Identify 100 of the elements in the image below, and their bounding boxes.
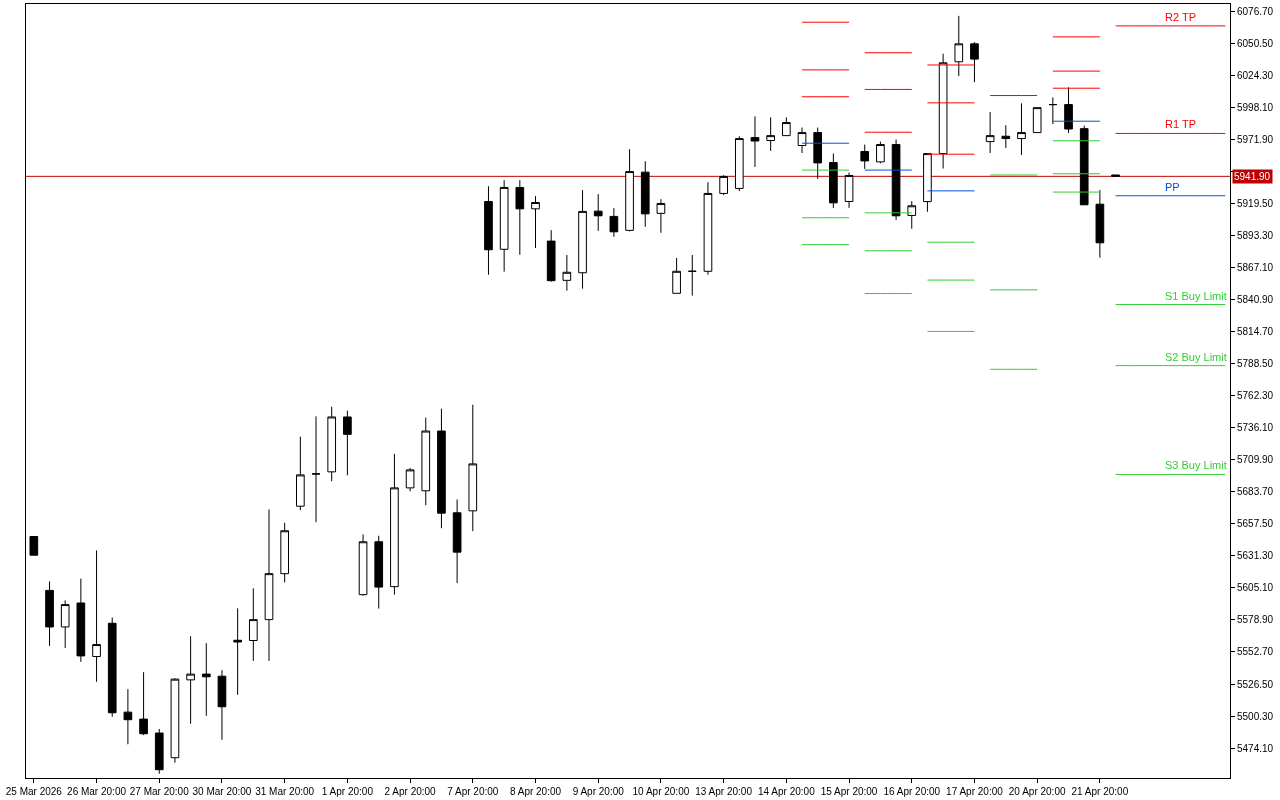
candlestick <box>76 578 86 663</box>
y-tick-label: 5552.70 <box>1237 646 1274 658</box>
candlestick <box>782 116 791 137</box>
candlestick <box>766 116 775 152</box>
series-label: S1 Buy Limit <box>1165 290 1227 302</box>
x-tick-label: 1 Apr 20:00 <box>321 786 374 797</box>
x-tick-label: 13 Apr 20:00 <box>695 786 753 797</box>
candlestick <box>640 160 650 228</box>
candlestick <box>45 580 54 647</box>
x-tick-label: 16 Apr 20:00 <box>883 786 941 797</box>
x-tick-label: 27 Mar 20:00 <box>129 786 190 797</box>
candlestick <box>343 410 352 476</box>
candlestick <box>327 406 337 482</box>
candlestick <box>390 453 399 596</box>
candlestick <box>468 404 478 532</box>
y-tick-label: 5971.90 <box>1237 134 1274 146</box>
candlestick <box>625 148 634 232</box>
candlestick <box>484 185 493 276</box>
candlestick <box>186 635 195 725</box>
x-tick-label: 26 Mar 20:00 <box>67 786 127 797</box>
candlestick <box>296 436 305 511</box>
candlestick <box>797 127 807 154</box>
candlestick <box>750 115 760 168</box>
ref-line-label: 5941.90 <box>1234 171 1271 182</box>
candlestick <box>923 153 932 213</box>
candlestick <box>201 642 211 717</box>
candlestick <box>217 669 227 741</box>
candlestick <box>452 498 462 584</box>
y-tick-label: 5788.50 <box>1237 358 1274 370</box>
y-tick-label: 5500.30 <box>1237 710 1274 722</box>
series-label: R1 TP <box>1165 118 1196 130</box>
candlestick <box>29 536 39 556</box>
candlestick <box>154 728 164 775</box>
candlestick <box>1001 124 1011 149</box>
candlestick <box>1111 174 1120 177</box>
series-label: PP <box>1165 181 1180 193</box>
x-tick-label: 15 Apr 20:00 <box>820 786 878 797</box>
x-tick-label: 14 Apr 20:00 <box>757 786 816 797</box>
candlestick <box>813 127 823 180</box>
candlestick <box>233 607 242 696</box>
y-tick-label: 5998.10 <box>1237 102 1274 114</box>
candlestick <box>123 688 133 745</box>
candlestick <box>954 15 964 77</box>
candlestick <box>876 141 885 164</box>
y-tick-label: 5919.50 <box>1237 198 1274 210</box>
candlestick <box>546 229 556 283</box>
series-label: S3 Buy Limit <box>1165 459 1227 471</box>
series-label: S2 Buy Limit <box>1165 351 1227 363</box>
y-tick-label: 5683.70 <box>1237 486 1274 498</box>
candlestick <box>719 174 728 196</box>
candlestick <box>1048 96 1058 125</box>
candlestick <box>374 535 384 610</box>
candlestick <box>734 135 744 192</box>
x-tick-label: 30 Mar 20:00 <box>192 786 252 797</box>
y-tick-label: 5526.50 <box>1237 678 1274 690</box>
candlestick <box>985 111 995 154</box>
candlestick <box>578 189 587 290</box>
y-tick-label: 5605.10 <box>1237 582 1274 594</box>
x-tick-label: 8 Apr 20:00 <box>509 786 562 797</box>
candlestick <box>531 195 540 249</box>
x-tick-label: 21 Apr 20:00 <box>1071 786 1129 797</box>
y-tick-label: 5657.50 <box>1237 518 1274 530</box>
candlestick <box>1064 86 1073 134</box>
y-tick-label: 5474.10 <box>1237 742 1274 754</box>
x-tick-label: 17 Apr 20:00 <box>946 786 1004 797</box>
candlestick <box>421 417 431 506</box>
candlestick <box>656 198 666 234</box>
y-tick-label: 5631.30 <box>1237 550 1274 562</box>
candlestick <box>1095 189 1105 259</box>
candlestick <box>1032 107 1042 134</box>
candlestick <box>280 522 290 583</box>
x-tick-label: 25 Mar 2026 <box>5 786 63 797</box>
candlestick <box>891 139 901 221</box>
x-tick-label: 9 Apr 20:00 <box>572 786 625 797</box>
y-tick-label: 6050.50 <box>1237 38 1274 50</box>
candlestick <box>264 508 274 662</box>
candlestick <box>60 599 70 649</box>
candlestick <box>92 549 101 683</box>
candlestick <box>970 41 979 83</box>
candlestick <box>593 193 603 232</box>
candlestick <box>1079 125 1089 206</box>
y-tick-label: 5840.90 <box>1237 294 1274 306</box>
y-tick-label: 5736.10 <box>1237 422 1274 434</box>
candlestick <box>562 254 572 292</box>
x-tick-label: 2 Apr 20:00 <box>384 786 437 797</box>
candlestick <box>358 533 368 597</box>
candlestick <box>248 587 258 662</box>
candlestick <box>938 53 948 169</box>
candlestick <box>703 181 713 276</box>
candlestick <box>499 179 509 273</box>
series-label: R2 TP <box>1165 11 1196 23</box>
candlestick <box>107 617 117 718</box>
candlestick <box>687 254 697 297</box>
y-tick-label: 5893.30 <box>1237 230 1274 242</box>
candlestick <box>437 408 446 529</box>
candlestick <box>515 179 525 256</box>
y-tick-label: 5814.70 <box>1237 326 1274 338</box>
candlestick <box>829 153 838 209</box>
y-tick-label: 5867.10 <box>1237 262 1274 274</box>
candlestick <box>609 207 619 238</box>
